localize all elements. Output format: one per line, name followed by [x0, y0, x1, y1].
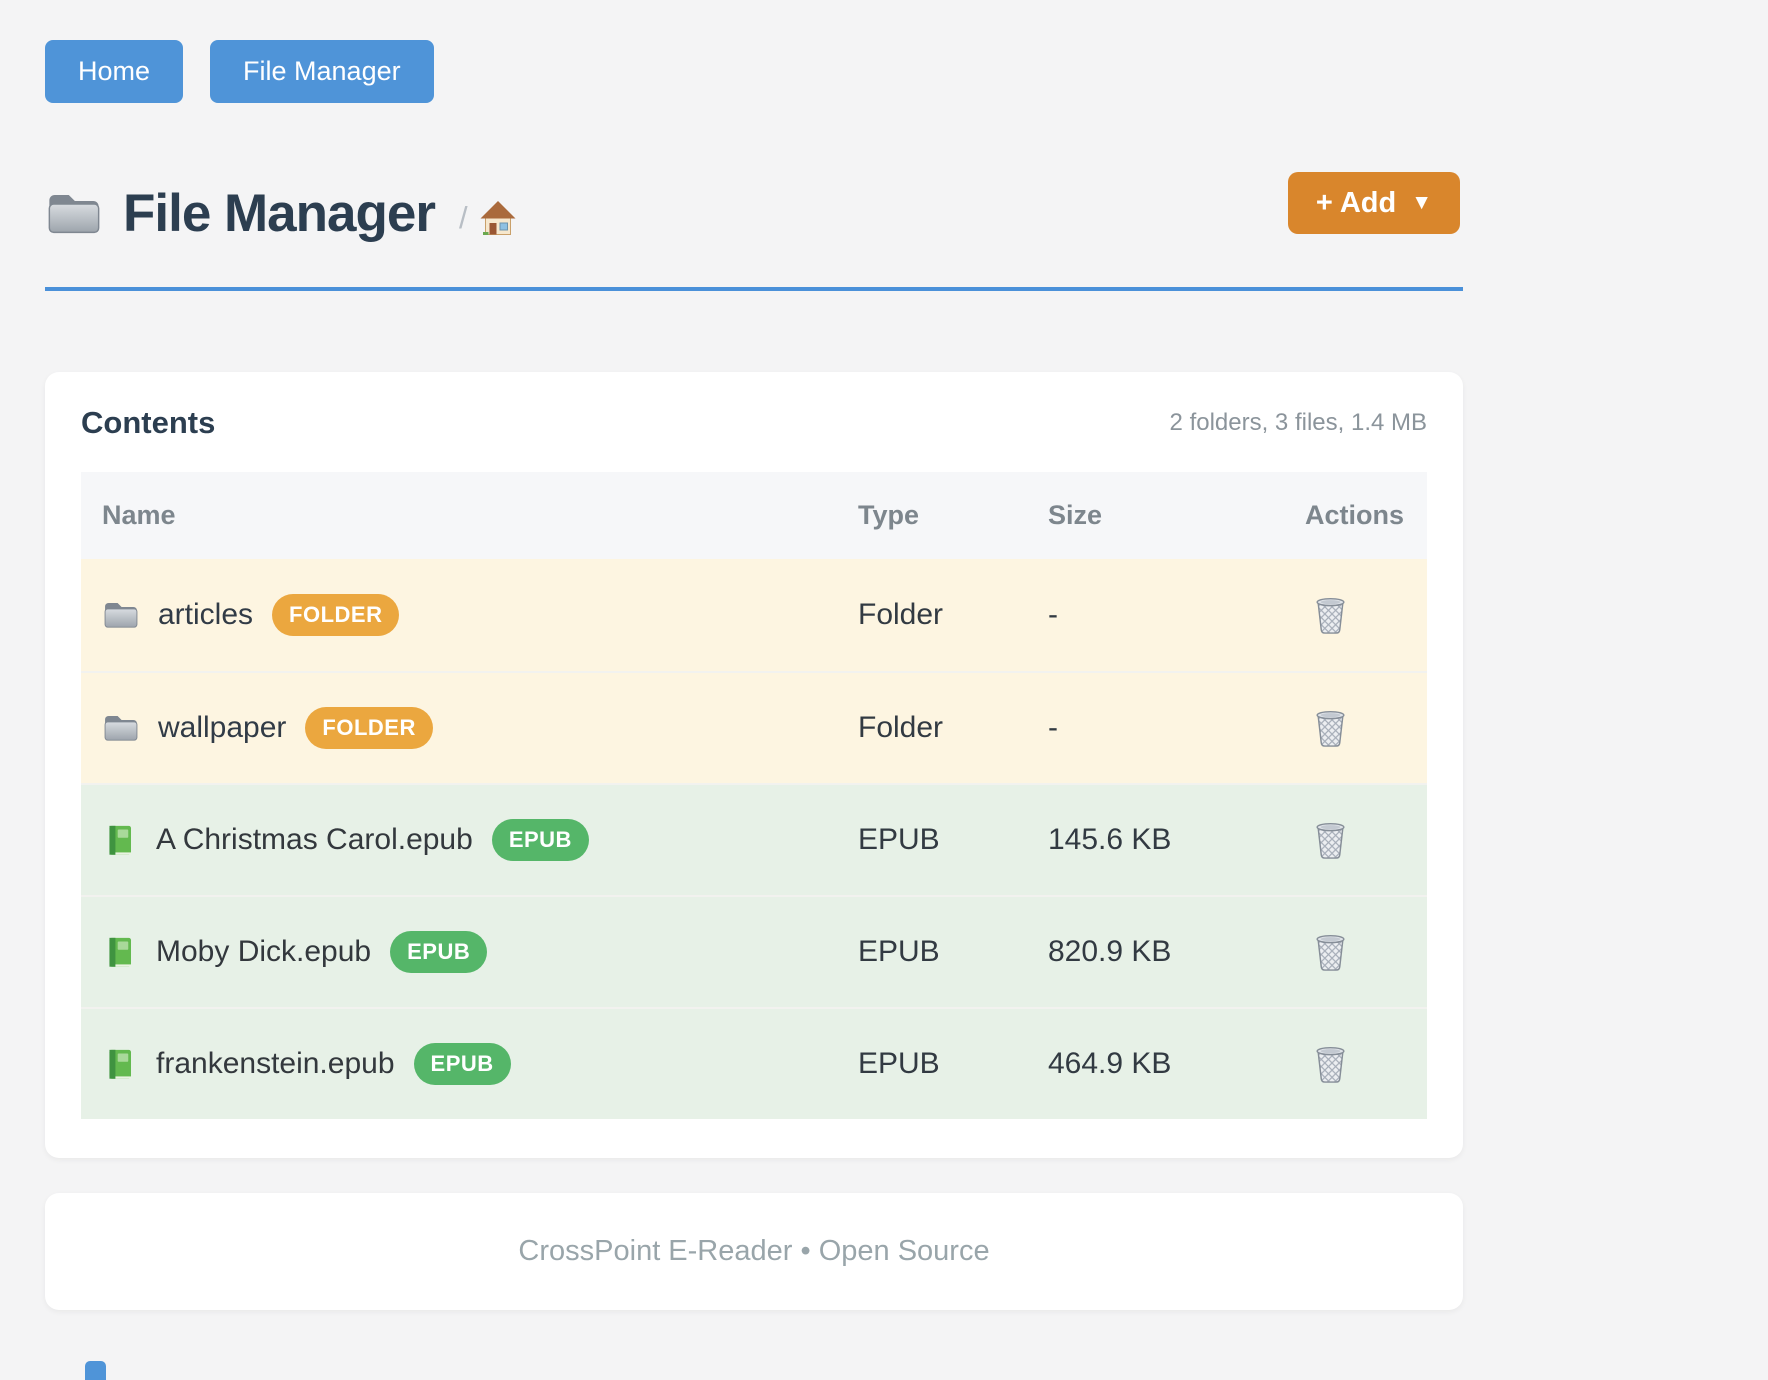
footer-card: CrossPoint E-Reader • Open Source — [45, 1193, 1463, 1310]
home-breadcrumb-icon[interactable] — [478, 199, 518, 237]
top-nav: Home File Manager — [45, 40, 434, 103]
column-header-actions: Actions — [1304, 500, 1404, 530]
type-cell: Folder — [858, 711, 944, 744]
file-name-link[interactable]: A Christmas Carol.epub — [156, 823, 473, 856]
partial-hidden-button — [85, 1361, 106, 1380]
delete-button[interactable] — [1314, 933, 1347, 972]
file-name-link[interactable]: wallpaper — [158, 711, 287, 744]
size-cell: - — [1048, 598, 1058, 631]
page-title: File Manager — [123, 184, 436, 243]
header-divider — [45, 287, 1463, 291]
name-cell: frankenstein.epub EPUB — [81, 1043, 858, 1085]
type-cell: EPUB — [858, 823, 940, 856]
folder-icon — [45, 190, 103, 237]
folder-badge: FOLDER — [305, 707, 433, 749]
file-name-link[interactable]: frankenstein.epub — [156, 1047, 395, 1080]
epub-badge: EPUB — [491, 819, 589, 861]
name-cell: A Christmas Carol.epub EPUB — [81, 819, 858, 861]
name-cell: wallpaper FOLDER — [81, 707, 858, 749]
contents-card: Contents 2 folders, 3 files, 1.4 MB Name… — [45, 372, 1463, 1158]
breadcrumb-separator: / — [458, 199, 468, 235]
name-cell: articles FOLDER — [81, 594, 858, 636]
delete-button[interactable] — [1314, 1045, 1347, 1084]
actions-cell — [1298, 821, 1427, 860]
size-cell: - — [1048, 711, 1058, 744]
file-name-link[interactable]: Moby Dick.epub — [156, 935, 372, 968]
size-cell: 145.6 KB — [1048, 823, 1172, 856]
caret-down-icon: ▼ — [1411, 191, 1432, 214]
book-icon — [106, 936, 134, 969]
table-row: Moby Dick.epub EPUB EPUB 820.9 KB — [81, 895, 1427, 1007]
epub-badge: EPUB — [390, 931, 488, 973]
table-row: articles FOLDER Folder - — [81, 559, 1427, 671]
book-icon — [106, 824, 134, 857]
column-header-name: Name — [102, 500, 176, 530]
actions-cell — [1298, 933, 1427, 972]
name-cell: Moby Dick.epub EPUB — [81, 931, 858, 973]
column-header-type: Type — [858, 500, 920, 530]
file-table: Name Type Size Actions articles FOLDER F… — [81, 472, 1427, 1119]
table-row: A Christmas Carol.epub EPUB EPUB 145.6 K… — [81, 783, 1427, 895]
table-row: frankenstein.epub EPUB EPUB 464.9 KB — [81, 1007, 1427, 1119]
actions-cell — [1298, 596, 1427, 635]
add-button-label: + Add — [1315, 186, 1397, 219]
book-icon — [106, 1048, 134, 1081]
type-cell: EPUB — [858, 935, 940, 968]
type-cell: Folder — [858, 598, 944, 631]
delete-button[interactable] — [1314, 821, 1347, 860]
trash-icon — [1314, 1045, 1347, 1084]
delete-button[interactable] — [1314, 709, 1347, 748]
actions-cell — [1298, 1045, 1427, 1084]
epub-badge: EPUB — [413, 1043, 511, 1085]
folder-badge: FOLDER — [272, 594, 400, 636]
trash-icon — [1314, 596, 1347, 635]
table-header-row: Name Type Size Actions — [81, 472, 1427, 559]
table-row: wallpaper FOLDER Folder - — [81, 671, 1427, 783]
type-cell: EPUB — [858, 1047, 940, 1080]
size-cell: 464.9 KB — [1048, 1047, 1172, 1080]
file-manager-button[interactable]: File Manager — [210, 40, 434, 103]
page-header: File Manager / — [45, 183, 518, 244]
actions-cell — [1298, 709, 1427, 748]
delete-button[interactable] — [1314, 596, 1347, 635]
trash-icon — [1314, 709, 1347, 748]
file-name-link[interactable]: articles — [158, 598, 254, 631]
size-cell: 820.9 KB — [1048, 935, 1172, 968]
contents-header: Contents 2 folders, 3 files, 1.4 MB — [81, 400, 1427, 446]
contents-title: Contents — [81, 405, 216, 440]
trash-icon — [1314, 821, 1347, 860]
folder-icon — [102, 713, 140, 743]
column-header-size: Size — [1048, 500, 1103, 530]
folder-icon — [102, 600, 140, 630]
home-button[interactable]: Home — [45, 40, 184, 103]
add-button[interactable]: + Add ▼ — [1287, 172, 1460, 234]
contents-summary: 2 folders, 3 files, 1.4 MB — [1169, 409, 1427, 436]
footer-text: CrossPoint E-Reader • Open Source — [518, 1235, 990, 1267]
trash-icon — [1314, 933, 1347, 972]
